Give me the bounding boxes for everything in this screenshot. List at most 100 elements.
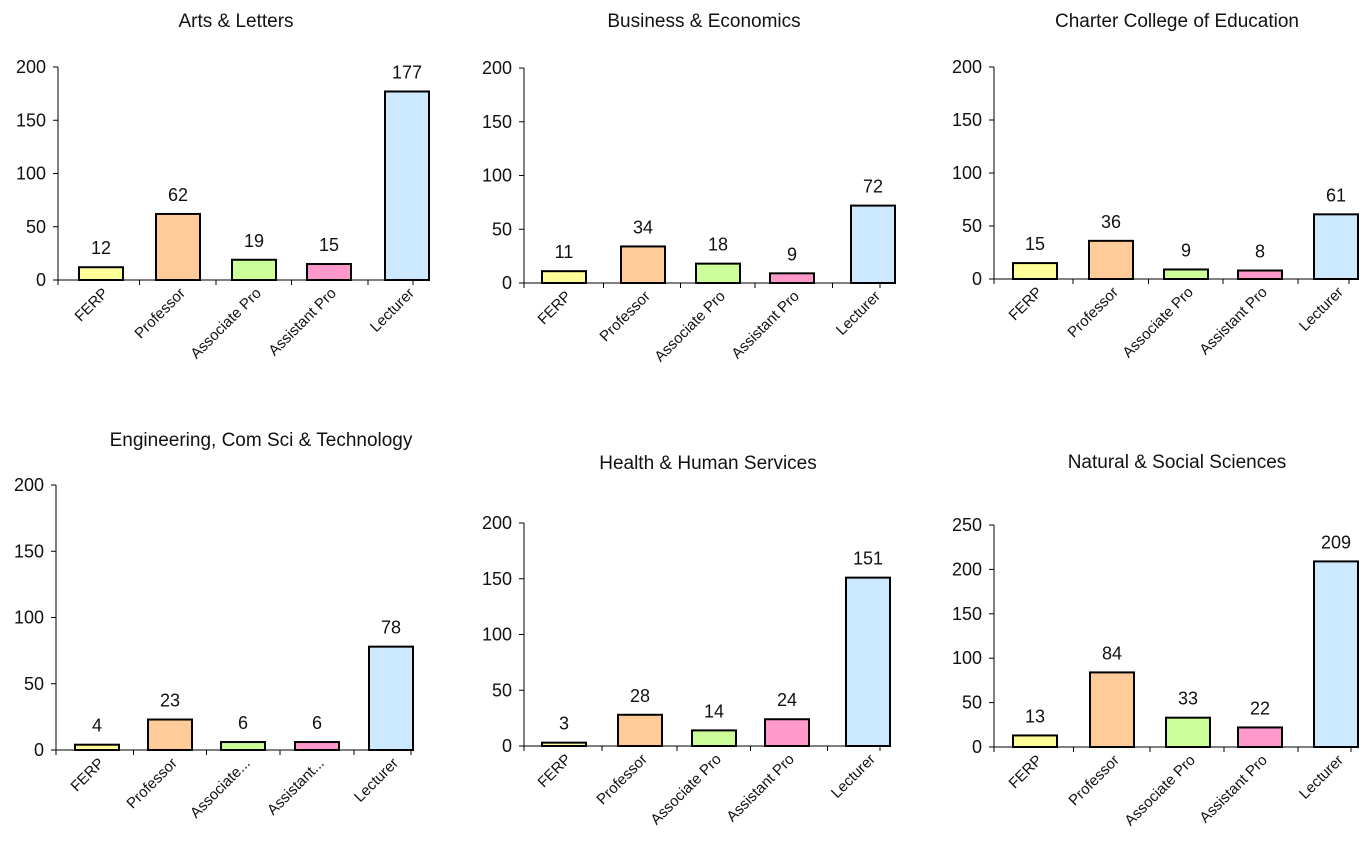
data-label: 24 [777, 690, 797, 710]
category-label: Lecturer [833, 288, 884, 339]
chart-title: Health & Human Services [599, 453, 817, 474]
y-tick-label: 150 [952, 110, 982, 130]
category-label: FERP [1006, 284, 1046, 324]
y-tick-label: 100 [16, 164, 46, 184]
category-label: Professor [131, 285, 188, 342]
chart-panel-2: Business & Economics 0 50 100 150 200 11 FERP 34… [482, 11, 896, 365]
y-tick-label: 0 [972, 269, 982, 289]
category-label: Assistant Pro [265, 285, 340, 360]
y-tick-label: 0 [502, 736, 512, 756]
y-tick-label: 50 [26, 217, 46, 237]
bar-professor [620, 245, 666, 284]
bar-lecturer [368, 645, 414, 752]
bar-assistant [294, 741, 340, 751]
category-label: Professor [123, 755, 180, 812]
category-label: Assistant Pro [1196, 284, 1271, 359]
bar-assistant-pro [764, 718, 810, 747]
bar-associate-pro [1165, 716, 1211, 748]
chart-panel-1: Arts & Letters 0 50 100 150 200 12 FERP 62 Profes… [16, 11, 430, 362]
bar-associate-pro [695, 262, 741, 284]
data-label: 33 [1178, 689, 1198, 709]
data-label: 8 [1255, 242, 1265, 262]
y-tick-label: 100 [482, 166, 512, 186]
bar-assistant-pro [1237, 269, 1283, 280]
data-label: 61 [1326, 185, 1346, 205]
category-label: Lecturer [351, 755, 402, 806]
bar-ferp [1012, 262, 1058, 281]
data-label: 209 [1321, 532, 1351, 552]
category-label: FERP [68, 755, 108, 795]
chart-panel-4: Engineering, Com Sci & Technology 0 50 100 1… [14, 430, 414, 822]
category-label: Assistant... [264, 755, 328, 819]
bar-ferp [541, 270, 587, 284]
data-label: 22 [1250, 698, 1270, 718]
bar-lecturer [1313, 213, 1359, 280]
bar-assistant-pro [1237, 726, 1283, 748]
data-label: 4 [92, 716, 102, 736]
category-label: Professor [1065, 752, 1122, 809]
category-label: Assistant Pro [1196, 752, 1271, 827]
y-tick-label: 150 [16, 110, 46, 130]
y-tick-label: 100 [14, 608, 44, 628]
bar-professor [147, 718, 193, 752]
chart-title: Natural & Social Sciences [1068, 452, 1287, 473]
y-tick-label: 100 [952, 648, 982, 668]
category-label: Assistant Pro [723, 751, 798, 826]
category-label: FERP [535, 288, 575, 328]
chart-title: Arts & Letters [178, 11, 293, 32]
chart-title: Charter College of Education [1055, 11, 1299, 32]
y-tick-label: 200 [14, 475, 44, 495]
category-label: FERP [72, 285, 112, 325]
bar-ferp [74, 743, 120, 752]
bar-assistant-pro [306, 263, 352, 281]
category-label: Lecturer [828, 751, 879, 802]
data-label: 23 [160, 691, 180, 711]
category-label: Professor [593, 751, 650, 808]
chart-panel-5: Health & Human Services 0 50 100 150 200 3 FERP… [482, 453, 891, 828]
bar-professor [155, 212, 201, 281]
y-tick-label: 150 [952, 604, 982, 624]
category-label: Associate... [187, 755, 254, 822]
data-label: 3 [559, 714, 569, 734]
bar-lecturer [845, 576, 891, 748]
data-label: 18 [708, 235, 728, 255]
category-label: Assistant Pro [728, 288, 803, 363]
bar-ferp [1012, 734, 1058, 748]
y-tick-label: 200 [952, 57, 982, 77]
chart-title: Business & Economics [607, 11, 800, 32]
y-tick-label: 100 [482, 625, 512, 645]
bar-professor [1088, 239, 1134, 280]
category-label: Lecturer [367, 285, 418, 336]
y-tick-label: 50 [492, 680, 512, 700]
data-label: 6 [312, 713, 322, 733]
y-tick-label: 0 [972, 737, 982, 757]
data-label: 15 [1025, 234, 1045, 254]
y-tick-label: 200 [952, 559, 982, 579]
chart-panel-3: Charter College of Education 0 50 100 150 200… [952, 11, 1359, 361]
y-tick-label: 250 [952, 515, 982, 535]
data-label: 151 [853, 549, 883, 569]
chart-panel-6: Natural & Social Sciences 0 50 100 150 200 250… [952, 452, 1359, 829]
data-label: 14 [704, 701, 724, 721]
y-tick-label: 50 [492, 219, 512, 239]
bar-ferp [78, 266, 124, 282]
data-label: 84 [1102, 643, 1122, 663]
y-tick-label: 50 [962, 693, 982, 713]
y-tick-label: 200 [482, 58, 512, 78]
bar-associate-pro [231, 258, 277, 282]
category-label: Lecturer [1296, 752, 1347, 803]
bar-associate-pro [691, 729, 737, 748]
data-label: 12 [91, 238, 111, 258]
y-tick-label: 200 [16, 57, 46, 77]
data-label: 72 [863, 177, 883, 197]
data-label: 11 [555, 242, 574, 262]
bar-ferp [541, 741, 587, 748]
y-tick-label: 100 [952, 163, 982, 183]
category-label: Professor [596, 288, 653, 345]
data-label: 62 [168, 185, 188, 205]
bar-lecturer [384, 90, 430, 282]
bar-associate [220, 741, 266, 751]
data-label: 15 [319, 235, 339, 255]
